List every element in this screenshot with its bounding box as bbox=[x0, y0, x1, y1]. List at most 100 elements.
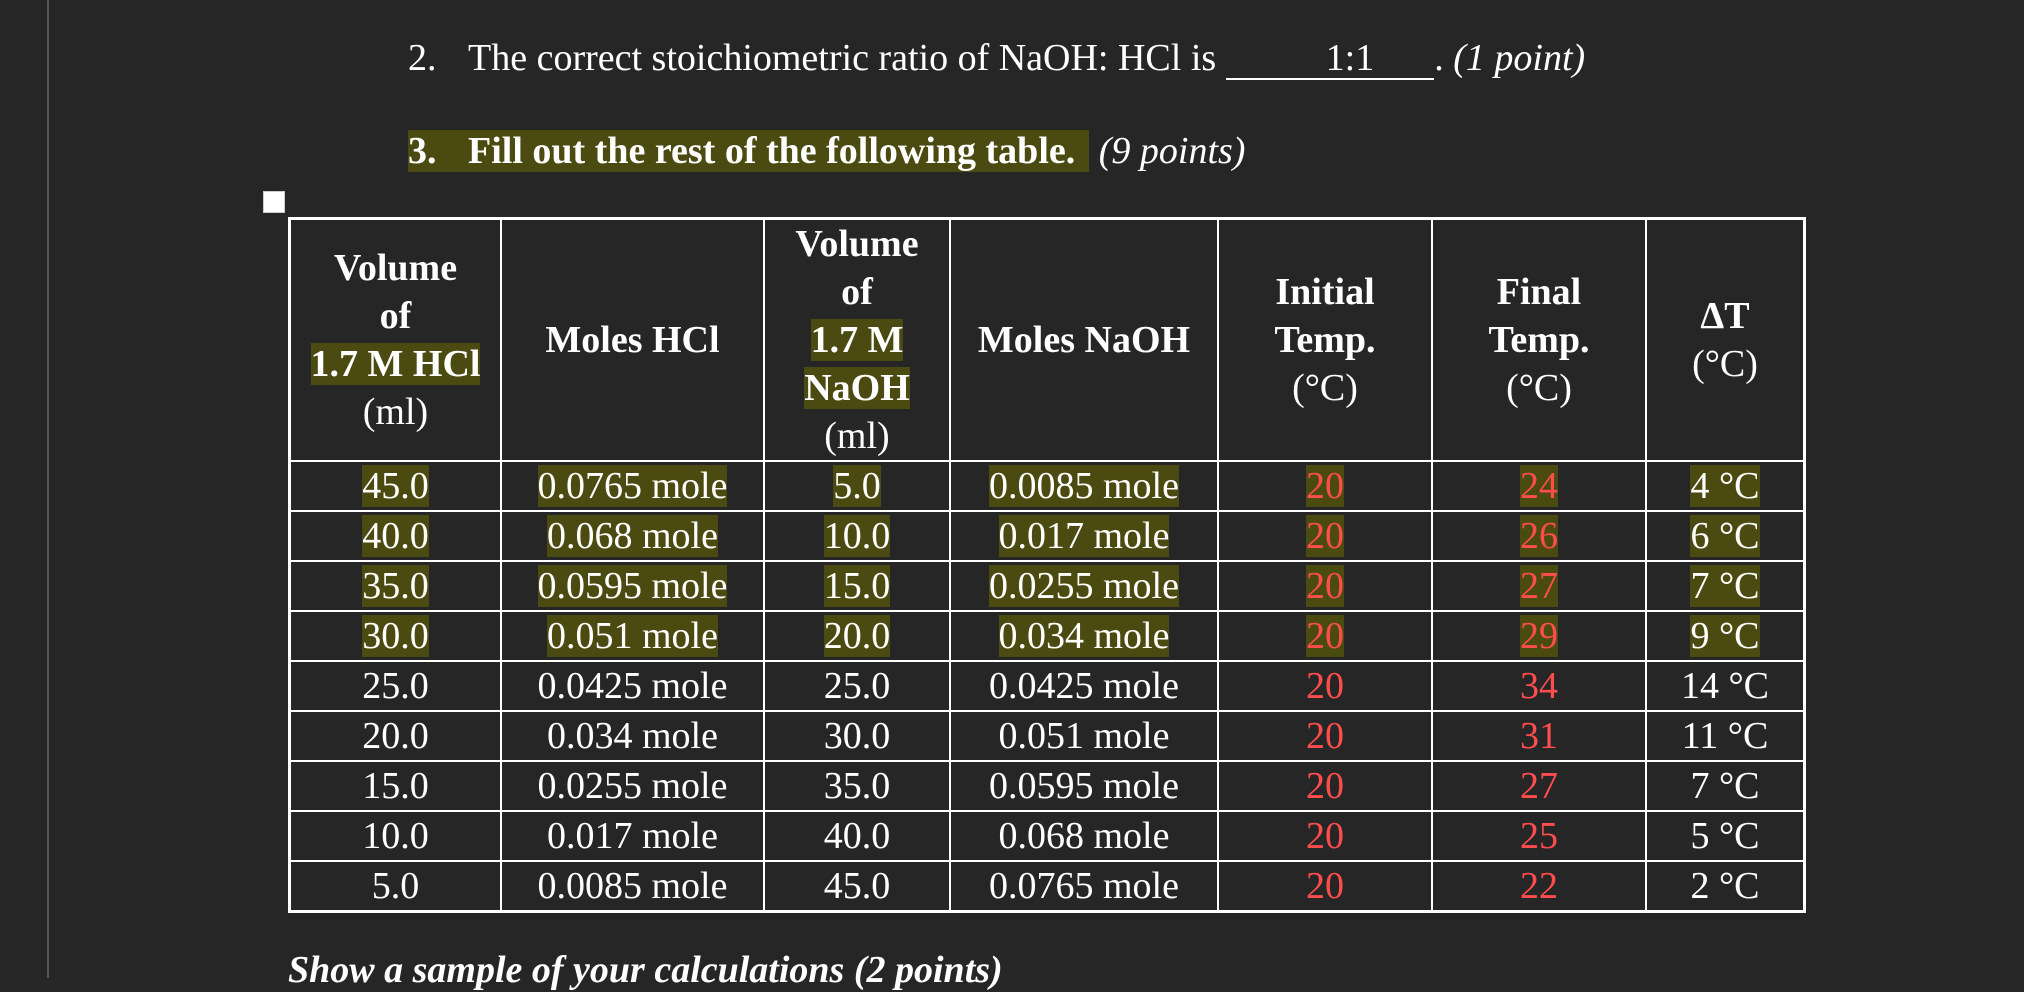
table-cell: 0.034 mole bbox=[949, 610, 1219, 662]
cell-text: 27 bbox=[1520, 765, 1558, 807]
header-line: Moles NaOH bbox=[977, 319, 1191, 361]
cell-text: 14 °C bbox=[1680, 665, 1770, 707]
cell-text: 0.0765 mole bbox=[989, 865, 1179, 907]
table-cell: 20 bbox=[1217, 860, 1433, 913]
cell-text: 20 bbox=[1306, 665, 1344, 707]
cell-text: 15.0 bbox=[823, 565, 891, 607]
table-cell: 0.068 mole bbox=[949, 810, 1219, 862]
table-row: 25.0 0.0425 mole 25.0 0.0425 mole 20 34 14 °C bbox=[288, 660, 1806, 712]
header-line: Moles HCl bbox=[545, 319, 720, 361]
header-cell: Volume of 1.7 M NaOH (ml) bbox=[763, 217, 951, 462]
table-cell: 4 °C bbox=[1645, 460, 1806, 512]
table-cell: 20 bbox=[1217, 560, 1433, 612]
header-row: Volume of 1.7 M HCl (ml) Moles HCl Volume of… bbox=[288, 217, 1806, 462]
header-cell: Initial Temp. (°C) bbox=[1217, 217, 1433, 462]
cell-text: 22 bbox=[1520, 865, 1558, 907]
cell-text: 25 bbox=[1520, 815, 1558, 857]
cell-text: 45.0 bbox=[823, 865, 891, 907]
table-move-handle[interactable] bbox=[263, 191, 285, 213]
cell-text: 20 bbox=[1306, 865, 1344, 907]
cell-text: 20 bbox=[1306, 515, 1344, 557]
cell-text: 35.0 bbox=[823, 765, 891, 807]
cell-text: 0.0255 mole bbox=[989, 565, 1179, 607]
table-cell: 10.0 bbox=[288, 810, 502, 862]
question-number: 3. bbox=[408, 130, 437, 172]
header-line: Temp. bbox=[1274, 319, 1376, 361]
table-cell: 30.0 bbox=[288, 610, 502, 662]
cell-text: 24 bbox=[1520, 465, 1558, 507]
cell-text: 26 bbox=[1520, 515, 1558, 557]
cell-text: 0.051 mole bbox=[998, 715, 1170, 757]
table-row: 40.0 0.068 mole 10.0 0.017 mole 20 26 6 °C bbox=[288, 510, 1806, 562]
table-cell: 25.0 bbox=[763, 660, 951, 712]
table-cell: 9 °C bbox=[1645, 610, 1806, 662]
data-table: Volume of 1.7 M HCl (ml) Moles HCl Volume of… bbox=[288, 217, 1806, 913]
cell-text: 30.0 bbox=[823, 715, 891, 757]
table-cell: 24 bbox=[1431, 460, 1647, 512]
cell-text: 5.0 bbox=[833, 465, 881, 507]
cell-text: 27 bbox=[1520, 565, 1558, 607]
table-cell: 45.0 bbox=[288, 460, 502, 512]
header-cell: Volume of 1.7 M HCl (ml) bbox=[288, 217, 502, 462]
cell-text: 0.0425 mole bbox=[989, 665, 1179, 707]
table-cell: 20 bbox=[1217, 460, 1433, 512]
table-cell: 0.0425 mole bbox=[500, 660, 765, 712]
header-line: of bbox=[379, 295, 412, 337]
cell-text: 4 °C bbox=[1690, 465, 1760, 507]
cell-text: 34 bbox=[1520, 665, 1558, 707]
table-row: 35.0 0.0595 mole 15.0 0.0255 mole 20 27 7 °C bbox=[288, 560, 1806, 612]
table-cell: 25 bbox=[1431, 810, 1647, 862]
cell-text: 0.034 mole bbox=[547, 715, 718, 757]
table-cell: 20 bbox=[1217, 510, 1433, 562]
cell-text: 11 °C bbox=[1681, 715, 1769, 757]
table-cell: 0.0595 mole bbox=[949, 760, 1219, 812]
cell-text: 20 bbox=[1306, 565, 1344, 607]
table-cell: 27 bbox=[1431, 560, 1647, 612]
table-cell: 15.0 bbox=[763, 560, 951, 612]
table-cell: 45.0 bbox=[763, 860, 951, 913]
table-cell: 35.0 bbox=[763, 760, 951, 812]
header-line: Volume bbox=[333, 247, 458, 289]
header-line: of bbox=[841, 271, 873, 313]
table-cell: 20 bbox=[1217, 610, 1433, 662]
cell-text: 20.0 bbox=[362, 715, 429, 757]
cell-text: 0.0255 mole bbox=[537, 765, 728, 807]
page-margin-line bbox=[47, 0, 49, 978]
table-cell: 5.0 bbox=[763, 460, 951, 512]
table-row: 20.0 0.034 mole 30.0 0.051 mole 20 31 11 °C bbox=[288, 710, 1806, 762]
table-cell: 0.017 mole bbox=[500, 810, 765, 862]
question: 3. Fill out the rest of the following tab… bbox=[408, 129, 1245, 173]
header-line: Temp. bbox=[1488, 319, 1590, 361]
table-cell: 31 bbox=[1431, 710, 1647, 762]
cell-text: 0.068 mole bbox=[998, 815, 1170, 857]
table-cell: 30.0 bbox=[763, 710, 951, 762]
question-number: 2. bbox=[408, 37, 437, 79]
table-cell: 10.0 bbox=[763, 510, 951, 562]
header-line: (ml) bbox=[824, 415, 890, 457]
table-cell: 20.0 bbox=[288, 710, 502, 762]
header-line: Final bbox=[1496, 271, 1582, 313]
question-text: Fill out the rest of the following table… bbox=[468, 130, 1076, 172]
table-cell: 7 °C bbox=[1645, 560, 1806, 612]
table-body: 45.0 0.0765 mole 5.0 0.0085 mole 20 24 4 °C 40.… bbox=[288, 460, 1806, 913]
table-cell: 7 °C bbox=[1645, 760, 1806, 812]
cell-text: 0.0595 mole bbox=[537, 565, 728, 607]
cell-text: 20 bbox=[1306, 465, 1344, 507]
cell-text: 0.017 mole bbox=[547, 815, 718, 857]
header-line: 1.7 M HCl bbox=[310, 343, 481, 385]
footer-text: Show a sample of your calculations (2 po… bbox=[288, 949, 1003, 991]
table-cell: 0.034 mole bbox=[500, 710, 765, 762]
points: (9 points) bbox=[1098, 130, 1246, 172]
table-cell: 0.017 mole bbox=[949, 510, 1219, 562]
table-cell: 5.0 bbox=[288, 860, 502, 913]
cell-text: 40.0 bbox=[823, 815, 891, 857]
cell-text: 45.0 bbox=[362, 465, 429, 507]
cell-text: 20 bbox=[1306, 615, 1344, 657]
table-cell: 15.0 bbox=[288, 760, 502, 812]
table-cell: 0.0765 mole bbox=[500, 460, 765, 512]
cell-text: 31 bbox=[1520, 715, 1558, 757]
table-cell: 0.0425 mole bbox=[949, 660, 1219, 712]
header-cell: Moles NaOH bbox=[949, 217, 1219, 462]
table-cell: 0.051 mole bbox=[949, 710, 1219, 762]
